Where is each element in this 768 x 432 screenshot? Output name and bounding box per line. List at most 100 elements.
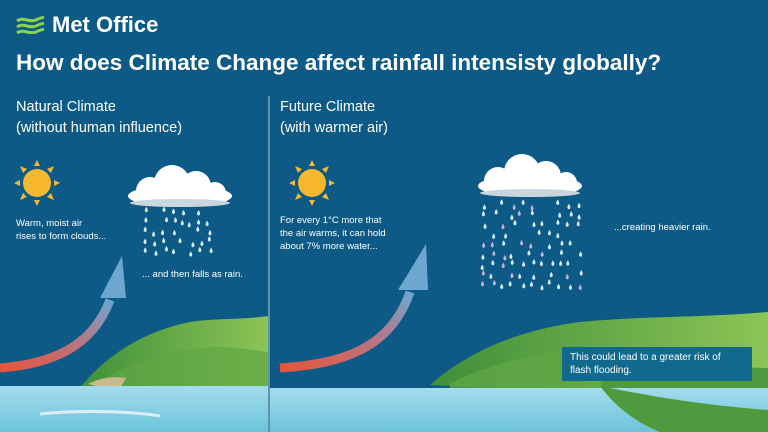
rain-drop <box>522 282 526 289</box>
rain-drop <box>481 210 485 217</box>
rain-drop <box>556 219 560 225</box>
rain-drop <box>569 211 573 217</box>
rain-drop <box>198 246 202 253</box>
rain-drop <box>503 254 507 261</box>
rain-drop <box>530 209 534 216</box>
rain-drop <box>482 204 486 210</box>
page-title: How does Climate Change affect rainfall … <box>16 50 662 75</box>
rain-drop <box>165 216 169 223</box>
rain-drop <box>557 283 561 290</box>
rain-drops-icon <box>480 199 583 291</box>
rain-drop <box>200 240 204 246</box>
rain-drop <box>482 242 486 248</box>
rain-drop <box>182 209 186 216</box>
rain-drop <box>173 217 177 223</box>
left-heading-line1: Natural Climate <box>16 99 116 115</box>
caption-warm: For every 1°C more that the air warms, i… <box>280 214 386 253</box>
logo-text: Met Office <box>52 12 159 37</box>
rain-drop <box>529 281 533 287</box>
left-land <box>78 316 268 392</box>
rain-drop <box>143 226 147 232</box>
rain-drop <box>171 248 175 255</box>
rain-drop <box>480 280 484 287</box>
rain-drop <box>481 254 485 260</box>
rain-drop <box>162 237 166 244</box>
rain-drop <box>143 247 147 253</box>
right-heading-line2: (with warmer air) <box>280 120 388 136</box>
sun-icon <box>14 160 60 206</box>
met-office-logo[interactable]: Met Office <box>16 12 158 38</box>
cloud-icon <box>478 154 582 197</box>
rain-drop <box>558 212 562 218</box>
rain-drop <box>490 241 494 248</box>
rain-drop <box>208 229 212 236</box>
rain-drop <box>522 261 526 267</box>
panel-divider <box>268 96 270 432</box>
left-panel-heading: Natural Climate (without human influence… <box>16 97 182 139</box>
caption-warm-line3: about 7% more water... <box>280 241 378 252</box>
rain-drop <box>500 199 504 205</box>
rain-drop <box>191 241 195 248</box>
rain-drop <box>549 271 553 278</box>
rain-drop <box>164 246 168 252</box>
rain-drop <box>547 279 551 285</box>
caption-rise-line1: Warm, moist air <box>16 218 83 229</box>
rain-drop <box>492 233 496 239</box>
rain-drop <box>491 259 495 266</box>
sun-icon <box>289 160 335 206</box>
rain-drop <box>565 273 569 280</box>
flash-flood-note: This could lead to a greater risk of fla… <box>562 347 752 381</box>
left-sea <box>0 386 268 432</box>
rain-drop <box>539 260 543 267</box>
rain-drop <box>517 210 521 216</box>
rain-drop <box>502 240 506 246</box>
rain-drop <box>492 250 496 256</box>
rain-drop <box>504 233 508 239</box>
rain-drop <box>144 217 148 223</box>
rain-drop <box>576 220 580 227</box>
rain-drop <box>529 243 533 249</box>
rain-drop <box>197 210 201 216</box>
rain-drop <box>178 237 182 244</box>
rain-drop <box>518 273 522 279</box>
left-heading-line2: (without human influence) <box>16 120 183 136</box>
rain-drop <box>547 229 551 236</box>
note-line2: flash flooding. <box>570 365 632 376</box>
rain-drop <box>144 206 148 213</box>
rain-drop <box>171 208 175 214</box>
rising-air-arrow-icon <box>0 256 126 373</box>
rain-drop <box>577 202 581 209</box>
rain-drop <box>540 251 544 257</box>
rain-drop <box>492 279 496 286</box>
rain-drop <box>187 221 191 228</box>
rain-drop <box>547 243 551 250</box>
cloud-icon <box>128 165 232 207</box>
rain-drop <box>527 249 531 256</box>
rain-drop <box>189 251 193 257</box>
rain-drop <box>162 206 166 212</box>
rain-drop <box>494 209 498 215</box>
rain-drop <box>559 249 563 255</box>
right-heading-line1: Future Climate <box>280 99 376 115</box>
rain-drop <box>508 280 512 287</box>
rain-drop <box>509 253 513 259</box>
rain-drop <box>579 270 583 276</box>
rain-drop <box>568 239 572 246</box>
rain-drop <box>489 273 493 279</box>
rain-drop <box>209 247 213 254</box>
rain-drop <box>500 283 504 289</box>
rain-drop <box>532 274 536 280</box>
rain-drops-icon <box>143 206 213 257</box>
rain-drop <box>537 229 541 235</box>
rain-drop <box>532 221 536 228</box>
rain-drop <box>560 240 564 246</box>
rain-drop <box>161 229 165 236</box>
rain-drop <box>153 241 157 247</box>
rain-drop <box>143 238 147 245</box>
rain-drop <box>532 259 536 265</box>
rain-drop <box>579 251 583 257</box>
rain-drop <box>551 260 555 266</box>
rain-drop <box>540 220 544 227</box>
rising-air-arrow-icon <box>279 244 428 373</box>
rain-drop <box>154 250 158 256</box>
